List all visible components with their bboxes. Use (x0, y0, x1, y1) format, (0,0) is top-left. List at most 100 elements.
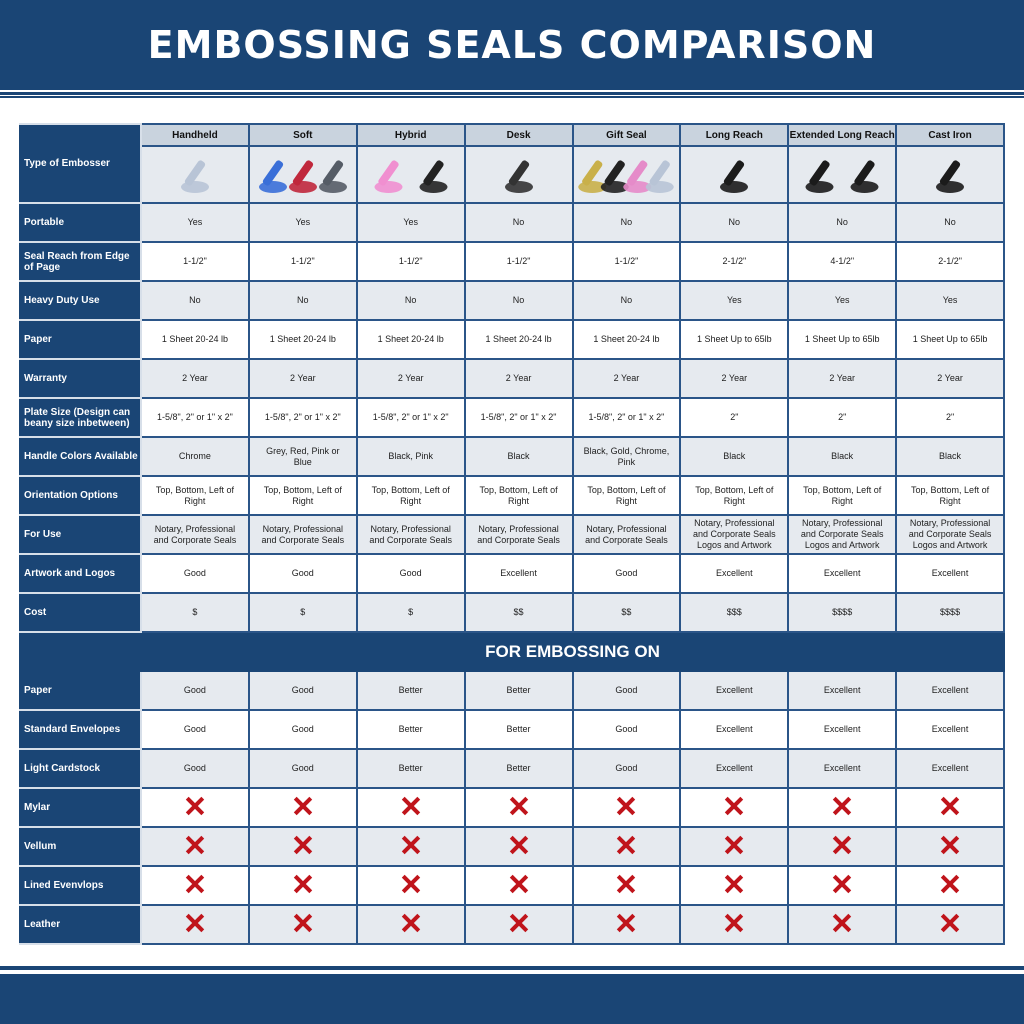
red-x-icon (294, 797, 312, 815)
table-row: Light Cardstock Good Good Better Better Good E… (19, 748, 1005, 789)
red-x-icon (941, 797, 959, 815)
table-cell: Black, Pink (355, 436, 466, 477)
cell-value: No (836, 217, 848, 227)
cell-value: Yes (187, 217, 203, 227)
table-cell: Excellent (463, 553, 574, 594)
column-header: Soft (247, 123, 358, 147)
table-cell: Black (895, 436, 1005, 477)
title-banner: EMBOSSING SEALS COMPARISON (0, 0, 1024, 90)
table-row: Artwork and Logos Good Good Good Excellent Go… (19, 553, 1005, 594)
cell-value: Good (291, 568, 314, 578)
cell-value: 2-1/2" (722, 256, 747, 266)
row-label: Seal Reach from Edge of Page (19, 241, 142, 282)
table-row: Cost $ $ $ $$ $$ $$$ $$$$ $$$$ (19, 592, 1005, 633)
cell-value: Excellent (931, 763, 969, 773)
table-cell: No (247, 280, 358, 321)
cell-value: No (512, 217, 525, 227)
row-label: Plate Size (Design can beany size inbetw… (19, 397, 142, 438)
cell-value: Better (398, 763, 423, 773)
table-cell: Yes (140, 202, 250, 243)
cell-value: Excellent (716, 568, 753, 578)
cell-value: Black, Pink (388, 451, 433, 461)
table-row: Standard Envelopes Good Good Better Better Go… (19, 709, 1005, 750)
desk-embosser-image (504, 160, 533, 193)
cell-value: Notary, Professional and Corporate Seals… (693, 518, 776, 550)
red-x-icon (725, 836, 743, 854)
red-x-icon (833, 875, 851, 893)
table-cell: 2 Year (247, 358, 358, 399)
table-cell: $ (355, 592, 466, 633)
cell-value: Notary, Professional and Corporate Seals… (908, 518, 992, 550)
red-x-icon (617, 875, 635, 893)
cell-value: 1 Sheet 20-24 lb (377, 334, 444, 344)
row-label: Artwork and Logos (19, 553, 142, 594)
cell-value: No (944, 217, 956, 227)
divider (0, 966, 1024, 970)
cell-value: 2 Year (829, 373, 855, 383)
cell-value: Good (615, 568, 638, 578)
row-label: Type of Embosser (19, 123, 142, 204)
table-cell (571, 787, 682, 828)
table-cell (679, 826, 790, 867)
table-row: Warranty 2 Year 2 Year 2 Year 2 Year 2 Year 2 … (19, 358, 1005, 399)
table-cell: 1-1/2" (463, 241, 574, 282)
table-cell: No (571, 202, 682, 243)
table-cell: Excellent (679, 709, 790, 750)
table-cell: Notary, Professional and Corporate Seals (463, 514, 574, 555)
product-image-cell (787, 145, 898, 204)
cell-value: 2 Year (721, 373, 748, 383)
table-cell: Better (463, 670, 574, 711)
divider (0, 96, 1024, 98)
cell-value: Better (506, 724, 531, 734)
cell-value: 2" (945, 412, 955, 422)
header-row: Type of Embosser Handheld Soft Hybrid Desk Gi… (19, 123, 1005, 204)
table-cell (140, 826, 250, 867)
product-image-cell (679, 145, 790, 204)
table-cell: Yes (895, 280, 1005, 321)
section-row: FOR EMBOSSING ON (19, 631, 1005, 672)
table-cell (895, 865, 1005, 906)
table-cell: 2 Year (463, 358, 574, 399)
image-row (19, 145, 1005, 204)
cell-value: Excellent (716, 724, 753, 734)
red-x-icon (617, 797, 635, 815)
red-x-icon (510, 914, 528, 932)
table-cell: 2 Year (895, 358, 1005, 399)
cell-value: Good (183, 763, 206, 773)
cell-value: 1 Sheet 20-24 lb (485, 334, 552, 344)
cell-value: $$ (513, 607, 524, 617)
table-cell: Top, Bottom, Left of Right (787, 475, 898, 516)
footer-band (0, 974, 1024, 1024)
table-cell (895, 826, 1005, 867)
table-cell: Better (355, 670, 466, 711)
row-label: Standard Envelopes (19, 709, 142, 750)
column-header: Desk (463, 123, 574, 147)
table-row: Portable Yes Yes Yes No No No No No (19, 202, 1005, 243)
table-cell (679, 904, 790, 945)
table-cell: 1 Sheet Up to 65lb (679, 319, 790, 360)
cell-value: $$$$ (940, 607, 961, 617)
table-cell: Yes (787, 280, 898, 321)
table-row: For Use Notary, Professional and Corporat… (19, 514, 1005, 555)
cell-value: 2 Year (290, 373, 316, 383)
cell-value: No (297, 295, 309, 305)
red-x-icon (294, 914, 312, 932)
red-x-icon (941, 914, 959, 932)
table-cell (140, 904, 250, 945)
table-cell: Top, Bottom, Left of Right (355, 475, 466, 516)
table-cell: 1-5/8", 2" or 1" x 2" (140, 397, 250, 438)
table-cell: Better (355, 748, 466, 789)
product-image-cell (140, 145, 250, 204)
cell-value: 1 Sheet 20-24 lb (161, 334, 228, 344)
cell-value: Better (506, 685, 531, 695)
column-header: Gift Seal (571, 123, 682, 147)
red-x-icon (725, 875, 743, 893)
table-cell: 1 Sheet Up to 65lb (895, 319, 1005, 360)
table-row: Seal Reach from Edge of Page 1-1/2" 1-1/2"… (19, 241, 1005, 282)
table-cell (463, 865, 574, 906)
table-cell: Good (355, 553, 466, 594)
table-cell: 2 Year (787, 358, 898, 399)
extended-long-reach-embosser-image (805, 160, 879, 193)
table-cell: Excellent (679, 748, 790, 789)
table-row: Leather (19, 904, 1005, 945)
